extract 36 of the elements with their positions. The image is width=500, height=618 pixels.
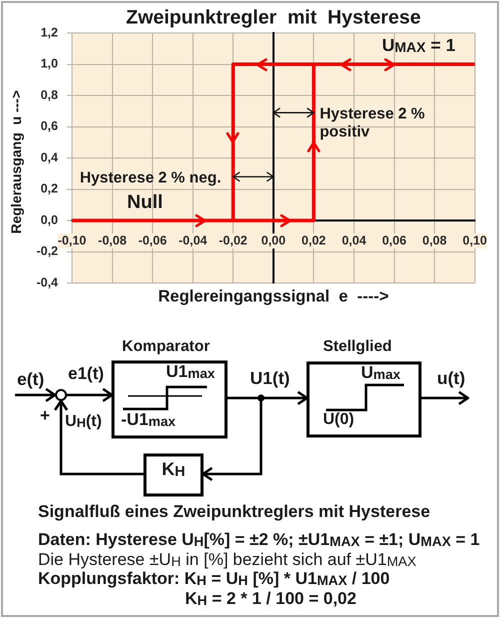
y-tick-label: 1,2 xyxy=(40,25,58,40)
text: + xyxy=(40,406,50,426)
x-tick-label: 0,10 xyxy=(462,233,488,248)
y-axis-title: Reglerausgang u ---> xyxy=(8,90,24,234)
annotation: Null xyxy=(127,192,163,214)
y-tick-label: -0,2 xyxy=(36,244,58,258)
annotation: Hysterese 2 % positiv xyxy=(320,105,426,140)
x-axis-title: Reglereingangssignal e ----> xyxy=(158,288,389,306)
x-tick-label: 0,02 xyxy=(302,233,326,248)
annotation: Hysterese 2 % neg. xyxy=(80,169,222,186)
x-tick-label: 0,08 xyxy=(422,233,447,248)
text: U(0) xyxy=(323,411,354,430)
chart-title: Zweipunktregler mit Hysterese xyxy=(126,6,421,28)
text: u(t) xyxy=(437,368,466,388)
text: Komparator xyxy=(122,338,210,356)
x-tick-label: -0,10 xyxy=(58,233,86,248)
x-tick-label: 0,06 xyxy=(382,233,406,248)
y-tick-label: 0,6 xyxy=(40,119,58,134)
y-tick-label: 0,0 xyxy=(40,212,58,227)
y-tick-label: 0,8 xyxy=(40,88,58,102)
text: K$_{H}$ xyxy=(160,459,186,480)
x-tick-label: -0,02 xyxy=(218,233,248,248)
x-tick-label: -0,08 xyxy=(98,233,127,248)
x-tick-label: 0,00 xyxy=(261,233,286,248)
text: e(t) xyxy=(17,369,44,390)
y-tick-label: -0,4 xyxy=(36,275,58,290)
y-tick-label: 1,0 xyxy=(40,56,58,71)
text: Signalfluß eines Zweipunktreglers mit Hysterese xyxy=(38,502,430,522)
text: U1(t) xyxy=(250,368,290,388)
x-tick-label: 0,04 xyxy=(342,233,366,248)
text: e1(t) xyxy=(68,364,104,384)
text: Stellglied xyxy=(323,338,392,356)
x-tick-label: -0,04 xyxy=(178,233,208,248)
x-tick-label: -0,06 xyxy=(138,233,167,248)
y-tick-label: 0,2 xyxy=(40,182,58,196)
y-tick-label: 0,4 xyxy=(40,150,58,164)
